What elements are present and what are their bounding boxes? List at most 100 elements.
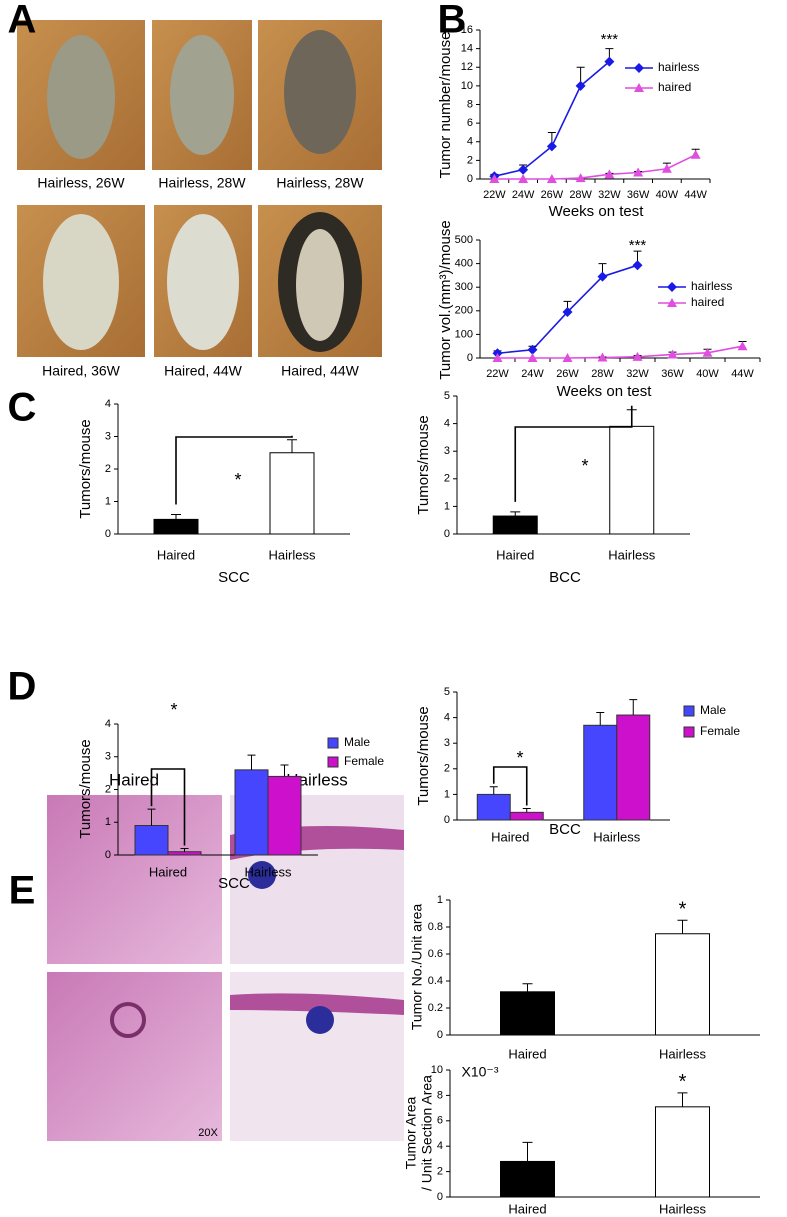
error-bar [522,807,531,813]
error-bar [171,514,181,520]
x-tick-label: Hairless [245,864,292,879]
y-tick-label: 0 [467,352,473,364]
photo-caption: Hairless, 28W [276,175,364,191]
y-tick-label: 1 [444,500,450,512]
y-tick-label: 10 [431,1064,443,1076]
x-axis-label: SCC [218,569,250,586]
annotation: * [679,899,687,921]
x-tick-label: Haired [508,1201,546,1216]
marker [546,141,557,152]
marker [667,349,678,359]
significance-bracket [514,405,633,502]
x-tick-label: Haired [508,1046,546,1061]
x-tick-label: Hairless [269,547,316,562]
x-axis-label: Weeks on test [557,383,653,400]
series-line [494,154,696,180]
bar [655,1106,710,1198]
mouse [43,214,119,350]
y-tick-label: 3 [105,430,111,442]
y-tick-label: 2 [444,763,450,775]
annotation: *** [601,31,619,48]
significance-bracket [150,768,186,846]
mouse [47,35,115,159]
error-bar [522,983,533,992]
y-axis-label: Tumor Area [403,1096,419,1169]
bar [134,825,169,856]
panel-label: B [438,0,467,42]
significance-bracket [492,766,528,806]
x-tick-label: 28W [569,189,592,201]
y-tick-label: 2 [444,473,450,485]
histology [47,795,222,964]
y-tick-label: 4 [105,718,111,730]
photo-caption: Hairless, 28W [158,175,246,191]
x-tick-label: Haired [496,547,534,562]
y-tick-label: 12 [461,61,473,73]
y-tick-label: 8 [467,98,473,110]
marker [575,173,586,183]
y-axis-label: Tumors/mouse [77,419,94,518]
x-axis-label: Weeks on test [549,203,645,220]
marker [562,306,573,317]
annotation: *** [629,237,647,254]
legend-label: hairless [691,279,732,293]
bar [153,518,199,535]
y-tick-label: 2 [105,783,111,795]
legend-marker [667,282,677,292]
y-tick-label: 1 [105,495,111,507]
legend-label: haired [691,295,724,309]
error-bar [677,919,688,934]
y-tick-label: 2 [467,154,473,166]
mouse [167,214,239,350]
marker [597,271,608,282]
x-tick-label: Haired [157,547,195,562]
marker [562,353,573,362]
photo-caption: Hairless, 26W [37,175,125,191]
annotation: * [581,456,588,476]
epidermis [230,993,404,1015]
legend-swatch [327,737,339,749]
error-bar [677,1092,688,1107]
error-bar [247,754,256,770]
x-tick-label: 22W [486,368,509,380]
legend-label: Male [700,703,726,717]
x-tick-label: 32W [598,189,621,201]
bar [476,793,511,821]
y-tick-label: 400 [455,258,473,270]
y-tick-label: 8 [437,1089,443,1101]
mouse [284,30,356,154]
legend-swatch [683,705,695,717]
y-tick-label: 0.6 [428,948,443,960]
legend-label: haired [658,80,691,94]
x-tick-label: Hairless [608,547,655,562]
error-bar [147,808,156,826]
legend-label: Female [700,724,740,738]
y-tick-label: 2 [437,1166,443,1178]
x-axis-label: SCC [218,875,250,892]
marker [604,56,615,67]
legend-marker [634,83,644,92]
marker [690,149,701,159]
y-tick-label: 500 [455,234,473,246]
y-tick-label: 2 [105,463,111,475]
y-tick-label: 5 [444,390,450,402]
x-tick-label: 26W [541,189,564,201]
y-tick-label: 1 [444,788,450,800]
mouse-belly [296,229,344,341]
y-tick-label: 0 [105,528,111,540]
y-tick-label: 0.8 [428,921,443,933]
y-axis-label: Tumor vol.(mm³)/mouse [437,220,454,379]
y-tick-label: 4 [467,136,473,148]
y-tick-label: 3 [444,737,450,749]
y-tick-label: 200 [455,305,473,317]
panel-label: C [8,386,37,430]
marker [518,174,529,183]
bar [269,452,315,535]
x-tick-label: 32W [626,368,649,380]
x-tick-label: 28W [591,368,614,380]
legend-swatch [683,726,695,738]
bar [492,515,538,535]
y-axis-label: Tumor No./Unit area [409,904,425,1031]
y-tick-label: 4 [444,712,450,724]
